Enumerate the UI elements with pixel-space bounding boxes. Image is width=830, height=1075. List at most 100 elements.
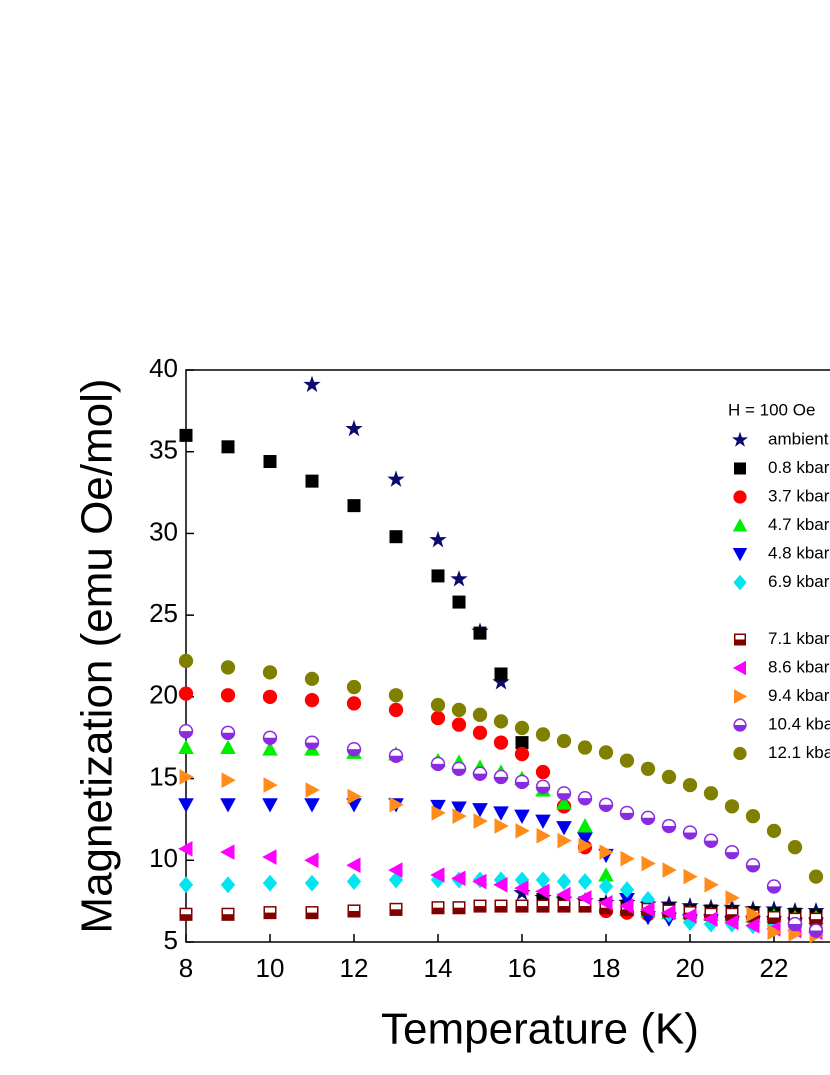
marker-shape	[178, 739, 194, 755]
data-point	[725, 890, 740, 906]
data-point	[577, 791, 593, 806]
data-point	[220, 739, 236, 755]
data-point	[661, 904, 676, 921]
data-point	[514, 720, 530, 736]
marker-shape	[347, 788, 362, 805]
marker-shape	[473, 813, 488, 829]
data-point	[262, 798, 278, 813]
marker-shape	[598, 745, 614, 760]
marker-shape	[766, 886, 782, 894]
marker-shape	[493, 735, 509, 750]
data-point	[577, 873, 593, 890]
data-point	[389, 796, 404, 813]
x-tick-label: 10	[256, 953, 285, 983]
marker-shape	[619, 898, 634, 914]
marker-shape	[220, 844, 235, 860]
data-point	[305, 906, 319, 920]
data-point	[598, 797, 614, 812]
marker-shape	[535, 814, 551, 829]
data-point	[220, 844, 235, 860]
x-axis-title: Temperature (K)	[381, 1005, 699, 1054]
marker-shape	[472, 725, 488, 740]
data-point	[703, 786, 719, 801]
marker-shape	[494, 667, 508, 681]
marker-shape	[305, 474, 319, 488]
marker-shape	[725, 890, 740, 906]
marker-shape	[345, 419, 363, 437]
data-point	[452, 901, 466, 915]
marker-shape	[640, 761, 656, 776]
marker-shape	[724, 799, 740, 814]
marker-shape	[452, 595, 466, 609]
marker-shape	[389, 796, 404, 813]
marker-shape	[430, 763, 446, 771]
data-point	[661, 769, 677, 785]
marker-shape	[703, 840, 719, 848]
data-point	[556, 786, 572, 801]
marker-shape	[431, 805, 446, 821]
data-point	[767, 910, 781, 924]
data-point	[178, 841, 193, 857]
data-point	[808, 923, 824, 938]
marker-shape	[641, 855, 656, 872]
marker-shape	[682, 832, 698, 840]
x-tick-label: 16	[508, 953, 537, 983]
y-tick-label: 40	[149, 353, 178, 383]
marker-shape	[262, 737, 278, 745]
data-point	[493, 806, 509, 821]
data-point	[345, 419, 363, 437]
marker-shape	[535, 727, 551, 742]
legend-symbol	[733, 746, 747, 761]
data-point	[598, 894, 613, 911]
data-point	[221, 907, 235, 921]
data-point	[704, 877, 719, 893]
data-point	[431, 569, 445, 583]
data-point	[472, 803, 488, 818]
data-point	[640, 891, 656, 908]
x-tick-label: 14	[424, 953, 453, 983]
marker-shape	[661, 769, 677, 785]
marker-shape	[493, 806, 509, 821]
data-point	[787, 840, 803, 855]
legend-label: 12.1 kbar	[768, 743, 830, 762]
marker-shape	[493, 871, 509, 889]
marker-shape	[263, 912, 277, 920]
marker-shape	[662, 862, 677, 878]
marker-shape	[451, 870, 466, 887]
data-point	[305, 474, 319, 488]
marker-shape	[514, 880, 529, 896]
data-point	[514, 809, 530, 824]
marker-shape	[733, 490, 747, 504]
marker-shape	[535, 764, 551, 780]
marker-shape	[430, 867, 445, 883]
marker-shape	[515, 906, 529, 913]
y-tick-label: 15	[149, 761, 178, 791]
x-tick-label: 18	[592, 953, 621, 983]
legend-label: 4.8 kbar	[768, 543, 830, 562]
data-point	[556, 733, 572, 749]
marker-shape	[388, 702, 404, 718]
y-tick-label: 10	[149, 843, 178, 873]
marker-shape	[388, 862, 403, 878]
data-point	[703, 911, 718, 927]
data-point	[619, 893, 635, 908]
marker-shape	[808, 930, 824, 938]
marker-shape	[732, 518, 748, 532]
data-point	[388, 748, 404, 763]
marker-shape	[493, 714, 509, 729]
data-point	[556, 886, 571, 903]
marker-shape	[388, 871, 404, 889]
data-point	[535, 883, 550, 900]
data-point	[220, 725, 236, 740]
data-point	[451, 870, 466, 887]
data-point	[683, 868, 698, 885]
marker-shape	[262, 874, 278, 892]
marker-shape	[430, 871, 446, 889]
legend-label: 9.4 kbar	[768, 686, 830, 705]
data-point	[515, 823, 530, 839]
marker-shape	[303, 375, 321, 393]
marker-shape	[746, 915, 760, 923]
data-point	[452, 595, 466, 609]
data-point	[346, 696, 362, 711]
